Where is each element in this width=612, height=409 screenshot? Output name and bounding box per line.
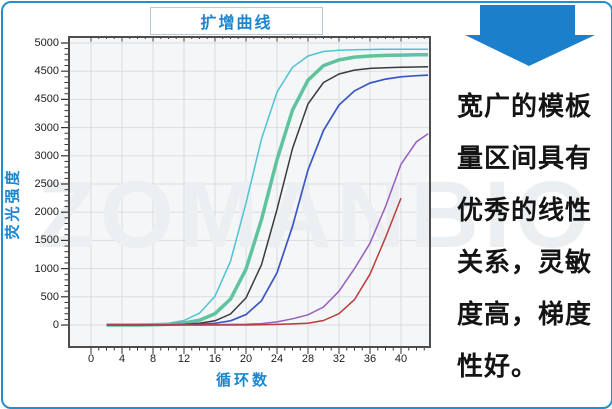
y-tick-label: 1500 — [34, 234, 59, 247]
description-line: 优秀的线性 — [457, 196, 593, 226]
x-tick-label: 16 — [208, 353, 222, 365]
y-tick-label: 0 — [52, 319, 59, 331]
x-tick-label: 32 — [332, 353, 346, 365]
plot-frame — [68, 36, 431, 348]
right-panel: 宽广的模板 量区间具有 优秀的线性 关系，灵敏 度高，梯度 性好。 — [443, 3, 611, 407]
x-tick-label: 24 — [270, 353, 284, 365]
description-text: 宽广的模板 量区间具有 优秀的线性 关系，灵敏 度高，梯度 性好。 — [457, 81, 607, 393]
curve-2-teal-thick — [106, 53, 429, 327]
curve-1-cyan — [106, 48, 429, 326]
x-tick-label: 12 — [177, 353, 191, 365]
x-axis-title: 循环数 — [215, 372, 270, 389]
curve-5-purple — [106, 133, 429, 326]
x-tick-label: 20 — [239, 353, 253, 365]
x-tick-label: 28 — [301, 353, 315, 365]
x-tick-label: 0 — [87, 353, 95, 365]
y-tick-label: 2000 — [34, 206, 59, 219]
plot-area — [68, 36, 431, 348]
x-tick-label: 40 — [394, 353, 408, 365]
y-tick-label: 2500 — [34, 178, 59, 190]
y-tick-label: 4500 — [34, 93, 59, 106]
chart-title: 扩增曲线 — [200, 15, 273, 32]
x-tick-label: 36 — [363, 353, 377, 365]
curves-layer — [61, 36, 431, 354]
description-line: 量区间具有 — [457, 144, 593, 174]
y-tick-label: 3000 — [34, 149, 59, 162]
x-tick-label: 4 — [118, 353, 126, 365]
y-tick-label: 5000 — [34, 37, 59, 49]
curve-6-red — [106, 197, 402, 326]
down-arrow-icon — [465, 5, 595, 66]
chart-title-box: 扩增曲线 — [150, 7, 323, 35]
description-line: 度高，梯度 — [457, 300, 593, 330]
gridlines — [68, 36, 431, 348]
x-tick-label: 8 — [149, 353, 157, 365]
description-line: 关系，灵敏 — [457, 248, 593, 278]
description-line: 性好。 — [457, 352, 539, 382]
y-tick-label: 500 — [40, 290, 59, 303]
y-tick-label: 1000 — [34, 262, 59, 275]
y-tick-label: 4500 — [34, 65, 59, 78]
description-line: 宽广的模板 — [457, 92, 593, 122]
y-tick-label: 3000 — [34, 121, 59, 134]
